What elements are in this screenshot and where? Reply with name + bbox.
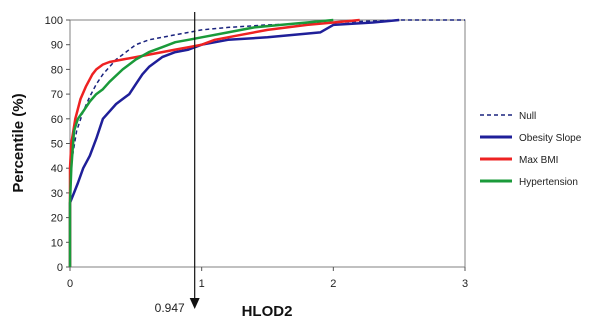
- y-tick-label: 60: [51, 114, 63, 126]
- threshold-label: 0.947: [155, 301, 185, 315]
- legend-label: Hypertension: [519, 177, 578, 188]
- legend: Null Obesity Slope Max BMI Hypertension: [480, 111, 582, 188]
- series-line-null: [69, 19, 465, 267]
- y-axis-title: Percentile (%): [10, 93, 27, 192]
- threshold-annotation: 0.947: [155, 12, 200, 315]
- y-tick-label: 20: [51, 213, 63, 225]
- x-tick-label: 0: [67, 278, 73, 290]
- y-tick-label: 90: [51, 40, 63, 52]
- down-arrow-icon: [189, 298, 200, 309]
- y-tick-label: 80: [51, 64, 63, 76]
- y-tick-label: 0: [57, 262, 63, 274]
- y-tick-label: 10: [51, 237, 63, 249]
- legend-label: Obesity Slope: [519, 133, 582, 144]
- x-tick-label: 2: [330, 278, 336, 290]
- x-tick-label: 3: [462, 278, 468, 290]
- x-axis-ticks: 0 1 2 3: [67, 267, 468, 290]
- legend-label: Null: [519, 111, 536, 122]
- series-line-max-bmi: [68, 18, 360, 267]
- series-line-obesity-slope: [68, 18, 400, 267]
- y-tick-label: 50: [51, 139, 63, 151]
- y-tick-label: 40: [51, 163, 63, 175]
- series-lines: [68, 18, 465, 267]
- x-axis-title: HLOD2: [242, 303, 293, 320]
- y-tick-label: 30: [51, 188, 63, 200]
- plot-area: [69, 19, 466, 268]
- y-tick-label: 70: [51, 89, 63, 101]
- series-line-hypertension: [68, 18, 334, 267]
- y-axis-ticks: 0 10 20 30 40 50 60 70 80 90 100: [45, 15, 70, 274]
- legend-label: Max BMI: [519, 155, 558, 166]
- x-tick-label: 1: [199, 278, 205, 290]
- y-tick-label: 100: [45, 15, 63, 27]
